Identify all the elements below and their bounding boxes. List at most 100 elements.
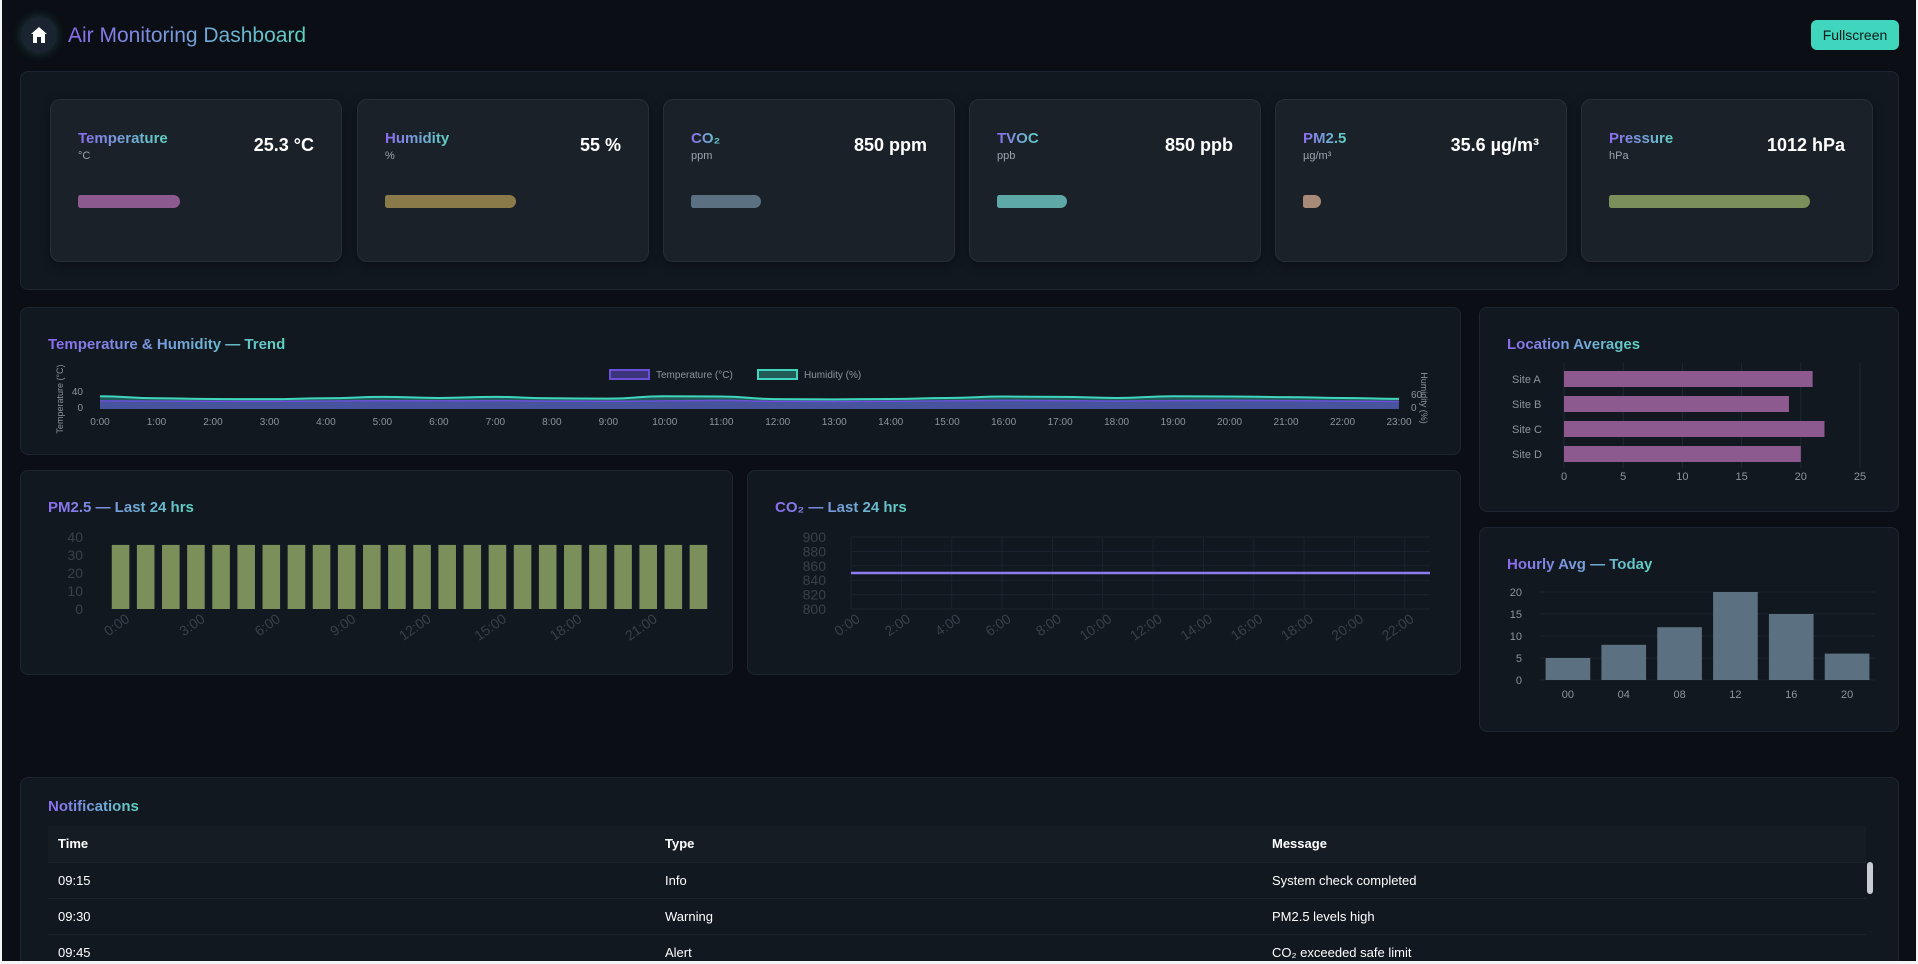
kpi-level-bar xyxy=(997,195,1067,208)
kpi-card-tvoc: TVOC ppb 850 ppb xyxy=(969,99,1261,262)
y-tick-label: 0 xyxy=(1516,675,1522,687)
bar xyxy=(689,544,708,609)
bar xyxy=(212,544,230,609)
x-tick-label: 9:00 xyxy=(327,610,359,639)
legend-label-humidity: Humidity (%) xyxy=(804,370,861,381)
kpi-card-pm25: PM2.5 µg/m³ 35.6 µg/m³ xyxy=(1275,99,1567,262)
bar xyxy=(614,544,632,609)
y-tick-label: Site A xyxy=(1512,374,1541,386)
x-tick-label: 12:00 xyxy=(1127,610,1165,643)
kpi-value: 55 % xyxy=(579,135,621,155)
kpi-value: 1012 hPa xyxy=(1766,135,1845,155)
kpi-card-pressure: Pressure hPa 1012 hPa xyxy=(1581,99,1873,262)
table-scrollbar[interactable] xyxy=(1867,862,1873,894)
location-chart: 0 5 10 15 20 25 Site A Site B Site C Site D xyxy=(1512,363,1866,483)
bar xyxy=(1545,658,1591,680)
y-tick-label: 30 xyxy=(67,547,83,563)
kpi-value: 850 ppb xyxy=(1164,135,1233,155)
notifications-table: Time Type Message 09:15 Info System chec… xyxy=(48,826,1866,961)
table-row[interactable]: 09:45 Alert CO₂ exceeded safe limit xyxy=(48,933,1866,961)
bar xyxy=(312,544,331,609)
bar xyxy=(1713,592,1758,680)
x-tick-label: 14:00 xyxy=(1177,610,1215,643)
hourly-panel: Hourly Avg — Today 20 15 10 5 0 00 04 08 12 16 20 xyxy=(1479,527,1899,732)
fullscreen-button[interactable]: Fullscreen xyxy=(1811,20,1899,50)
kpi-card-temperature: Temperature °C 25.3 °C xyxy=(50,99,342,262)
cell-type: Warning xyxy=(655,897,1262,934)
bar xyxy=(1601,644,1647,680)
bar xyxy=(363,544,381,609)
kpi-level-bar xyxy=(1303,195,1321,208)
x-tick-label: 5 xyxy=(1620,471,1626,483)
co2-title: CO₂ — Last 24 hrs xyxy=(775,499,907,516)
bar xyxy=(1657,627,1702,680)
home-icon xyxy=(31,27,47,43)
y-tick-label: 840 xyxy=(803,572,827,588)
kpi-name: Temperature xyxy=(78,130,168,147)
x-tick-label: 6:00 xyxy=(429,417,449,428)
x-tick-label: 21:00 xyxy=(622,610,660,643)
y2-tick-label: 0 xyxy=(1411,403,1417,414)
bar xyxy=(664,544,683,609)
x-tick-label: 6:00 xyxy=(252,610,284,639)
kpi-card-humidity: Humidity % 55 % xyxy=(357,99,649,262)
x-tick-label: 5:00 xyxy=(373,417,393,428)
temperature-line xyxy=(99,399,1400,403)
kpi-level-bar xyxy=(1609,195,1810,208)
y-tick-label: 800 xyxy=(803,601,827,617)
x-tick-label: 0 xyxy=(1561,471,1567,483)
home-button[interactable] xyxy=(21,17,57,53)
y-tick-label: 820 xyxy=(803,587,827,603)
y2-tick-label: 60 xyxy=(1411,390,1423,401)
x-tick-label: 10 xyxy=(1676,471,1688,483)
x-tick-label: 10:00 xyxy=(1077,610,1115,643)
x-tick-label: 22:00 xyxy=(1379,610,1417,643)
location-panel: Location Averages 0 5 10 15 20 25 Site A Site B… xyxy=(1479,307,1899,512)
bar xyxy=(1564,371,1813,387)
kpi-level-bar xyxy=(691,195,761,208)
cell-time: 09:15 xyxy=(48,861,655,898)
bar xyxy=(1768,614,1814,680)
kpi-name: Pressure xyxy=(1609,130,1674,147)
pm25-title: PM2.5 — Last 24 hrs xyxy=(48,499,194,516)
kpi-name: CO₂ xyxy=(691,130,721,147)
table-row[interactable]: 09:15 Info System check completed xyxy=(48,861,1866,898)
humidity-line xyxy=(99,395,1400,401)
bar xyxy=(388,544,406,609)
kpi-name: PM2.5 xyxy=(1303,130,1347,147)
x-tick-label: 0:00 xyxy=(831,610,863,639)
kpi-name: TVOC xyxy=(997,130,1039,147)
y-tick-label: Site D xyxy=(1512,449,1542,461)
x-tick-label: 8:00 xyxy=(542,417,562,428)
x-tick-label: 13:00 xyxy=(822,417,847,428)
kpi-level-bar xyxy=(385,195,516,208)
kpi-name: Humidity xyxy=(385,130,450,147)
bar xyxy=(639,544,657,609)
kpi-unit: °C xyxy=(78,150,91,162)
x-tick-label: 0:00 xyxy=(90,417,110,428)
y-tick-label: 0 xyxy=(75,601,83,617)
x-tick-label: 18:00 xyxy=(547,610,585,643)
kpi-value: 35.6 µg/m³ xyxy=(1450,135,1539,155)
bar xyxy=(187,544,205,609)
legend-swatch-humidity xyxy=(757,369,798,380)
y-tick-label: 10 xyxy=(1510,631,1522,643)
column-header-message: Message xyxy=(1262,826,1866,862)
y-tick-label: 880 xyxy=(803,543,827,559)
table-row[interactable]: 09:30 Warning PM2.5 levels high xyxy=(48,897,1866,934)
kpi-unit: ppm xyxy=(691,150,713,162)
legend-swatch-temperature xyxy=(609,369,650,380)
x-tick-label: 18:00 xyxy=(1104,417,1129,428)
x-tick-label: 00 xyxy=(1562,689,1574,701)
kpi-unit: µg/m³ xyxy=(1303,150,1332,162)
bar xyxy=(237,544,255,609)
bar xyxy=(589,544,607,609)
bar xyxy=(513,544,532,609)
x-tick-label: 6:00 xyxy=(982,610,1014,639)
x-tick-label: 22:00 xyxy=(1330,417,1355,428)
pm25-panel: PM2.5 — Last 24 hrs 40 30 20 10 0 0:00 3:00 6:0… xyxy=(20,470,733,675)
x-tick-label: 2:00 xyxy=(203,417,223,428)
kpi-level-bar xyxy=(78,195,180,208)
kpi-panel: Temperature °C 25.3 °C Humidity % 55 % C… xyxy=(20,71,1899,290)
